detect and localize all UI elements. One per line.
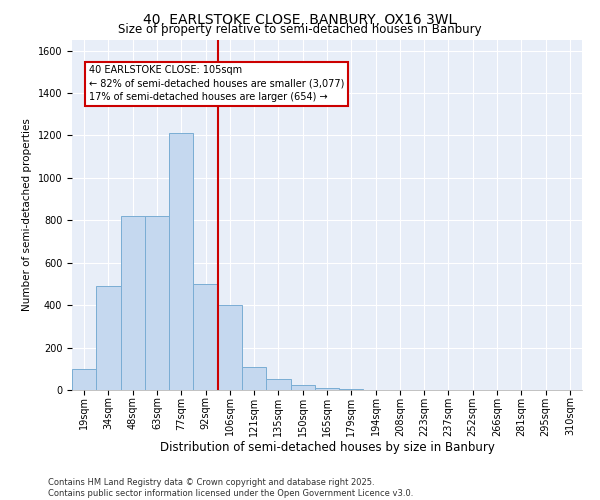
Text: Size of property relative to semi-detached houses in Banbury: Size of property relative to semi-detach… (118, 22, 482, 36)
Bar (145, 216, 169, 390)
Text: 40 EARLSTOKE CLOSE: 105sqm
← 82% of semi-detached houses are smaller (3,077)
17%: 40 EARLSTOKE CLOSE: 105sqm ← 82% of semi… (89, 66, 344, 102)
Bar (218, 305, 242, 390)
Text: Contains HM Land Registry data © Crown copyright and database right 2025.
Contai: Contains HM Land Registry data © Crown c… (48, 478, 413, 498)
Bar (339, 389, 364, 390)
Bar (121, 216, 145, 390)
Bar (266, 380, 290, 390)
Bar (315, 388, 339, 390)
Bar (72, 369, 96, 390)
Bar (290, 384, 315, 390)
Bar (242, 366, 266, 390)
Bar (96, 286, 121, 390)
Bar (193, 284, 218, 390)
X-axis label: Distribution of semi-detached houses by size in Banbury: Distribution of semi-detached houses by … (160, 442, 494, 454)
Text: 40, EARLSTOKE CLOSE, BANBURY, OX16 3WL: 40, EARLSTOKE CLOSE, BANBURY, OX16 3WL (143, 12, 457, 26)
Bar (169, 134, 193, 390)
Y-axis label: Number of semi-detached properties: Number of semi-detached properties (22, 118, 32, 312)
